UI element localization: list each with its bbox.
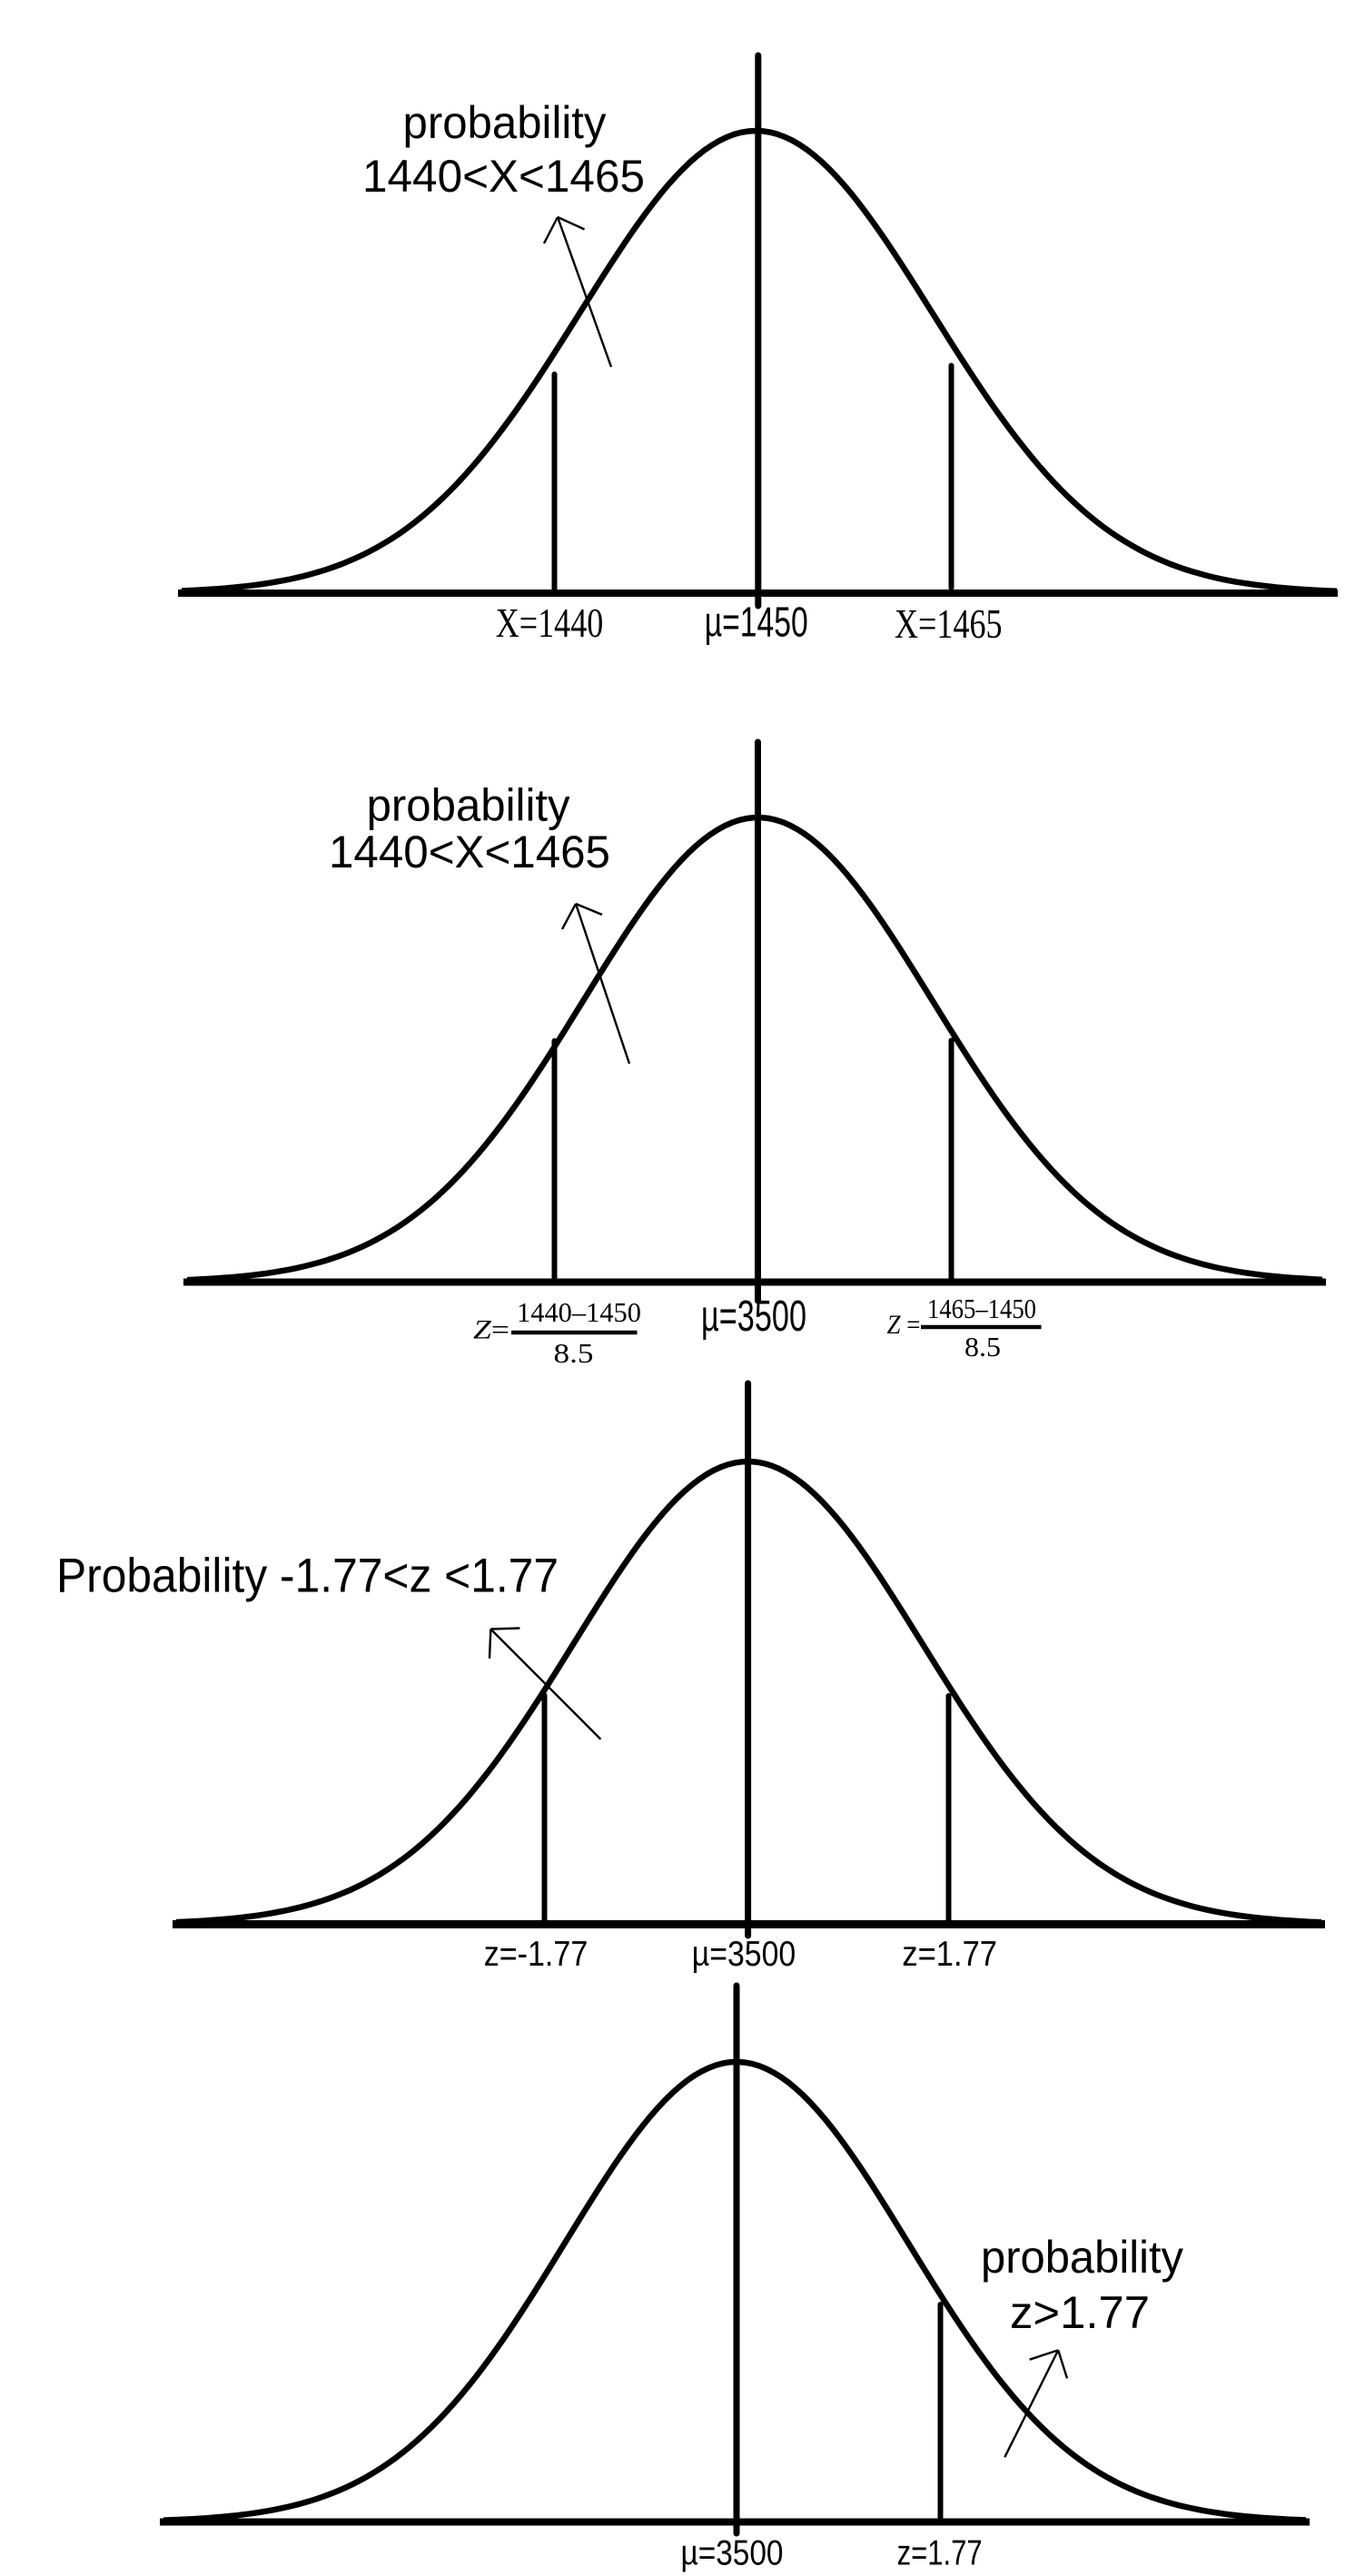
svg-text:µ=3500: µ=3500 — [681, 2534, 784, 2573]
svg-text:1465–1450: 1465–1450 — [927, 1293, 1036, 1324]
svg-text:1440<X<1465: 1440<X<1465 — [362, 151, 645, 202]
svg-text:probability: probability — [403, 97, 607, 148]
svg-text:1440–1450: 1440–1450 — [517, 1296, 641, 1328]
svg-text:8.5: 8.5 — [964, 1331, 1001, 1362]
svg-text:µ=1450: µ=1450 — [705, 599, 808, 646]
svg-text:8.5: 8.5 — [554, 1337, 594, 1369]
svg-text:z=1.77: z=1.77 — [897, 2534, 983, 2573]
svg-text:1440<X<1465: 1440<X<1465 — [329, 827, 610, 877]
svg-text:Z=: Z = — [473, 1315, 509, 1345]
svg-text:probability: probability — [981, 2232, 1183, 2283]
svg-text:z=1.77: z=1.77 — [902, 1935, 997, 1974]
svg-text:µ=3500: µ=3500 — [701, 1293, 806, 1341]
svg-text:X=1465: X=1465 — [895, 600, 1003, 647]
svg-text:z>1.77: z>1.77 — [1010, 2287, 1150, 2338]
svg-text:µ=3500: µ=3500 — [692, 1935, 796, 1974]
svg-text:z=-1.77: z=-1.77 — [484, 1935, 588, 1974]
svg-text:Z =: Z = — [887, 1310, 921, 1340]
svg-text:X=1440: X=1440 — [496, 599, 604, 646]
svg-text:Probability -1.77<z <1.77: Probability -1.77<z <1.77 — [56, 1550, 559, 1603]
svg-text:probability: probability — [367, 780, 570, 831]
